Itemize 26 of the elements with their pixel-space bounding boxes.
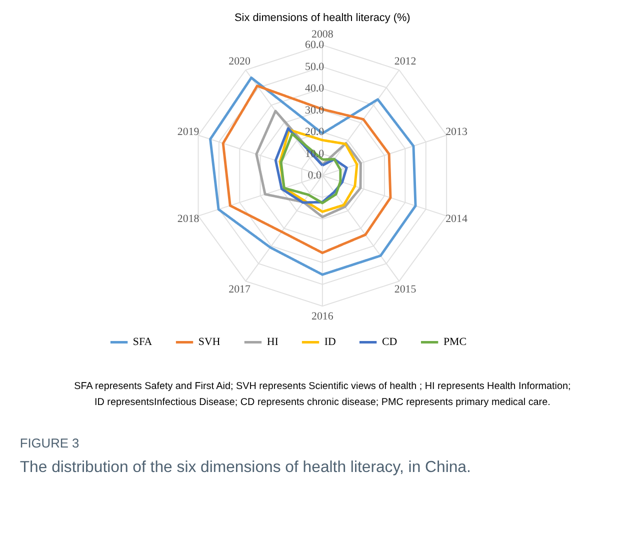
text: ID representsInfectious Disease; CD represents chronic disease; PMC represents primary medical care.: [94, 396, 550, 408]
legend-label: PMC: [443, 336, 466, 348]
spoke-label: 2016: [312, 310, 334, 323]
caption: FIGURE 3: [20, 435, 80, 450]
spoke-label: 2013: [446, 126, 468, 138]
y-tick-label: 60.0: [305, 39, 325, 52]
legend-label: SFA: [132, 336, 152, 348]
spoke-label: 2012: [394, 56, 416, 68]
text: The distribution of the six dimensions of health literacy, in China.: [20, 459, 471, 476]
spoke-label: 2017: [228, 284, 252, 296]
chart-title: Six dimensions of health literacy (%): [234, 12, 410, 24]
spoke-label: 2019: [177, 126, 200, 138]
y-tick-label: 50.0: [305, 60, 325, 73]
legend-label: HI: [266, 336, 279, 348]
y-tick-label: 30.0: [305, 104, 325, 116]
text: SFA represents Safety and First Aid; SVH represents Scientific views of health ; HI represents Health Information;: [74, 380, 571, 392]
y-tick-label: 0.0: [308, 170, 322, 182]
legend-label: ID: [324, 336, 336, 348]
spoke-label: 2014: [446, 213, 468, 226]
legend-label: CD: [382, 336, 398, 348]
y-tick-label: 40.0: [305, 82, 325, 95]
spoke-label: 2020: [228, 56, 252, 68]
spoke-label: 2015: [394, 284, 417, 296]
legend-label: SVH: [198, 336, 220, 348]
spoke-label: 2008: [312, 28, 334, 41]
spoke-label: 2018: [177, 213, 200, 226]
